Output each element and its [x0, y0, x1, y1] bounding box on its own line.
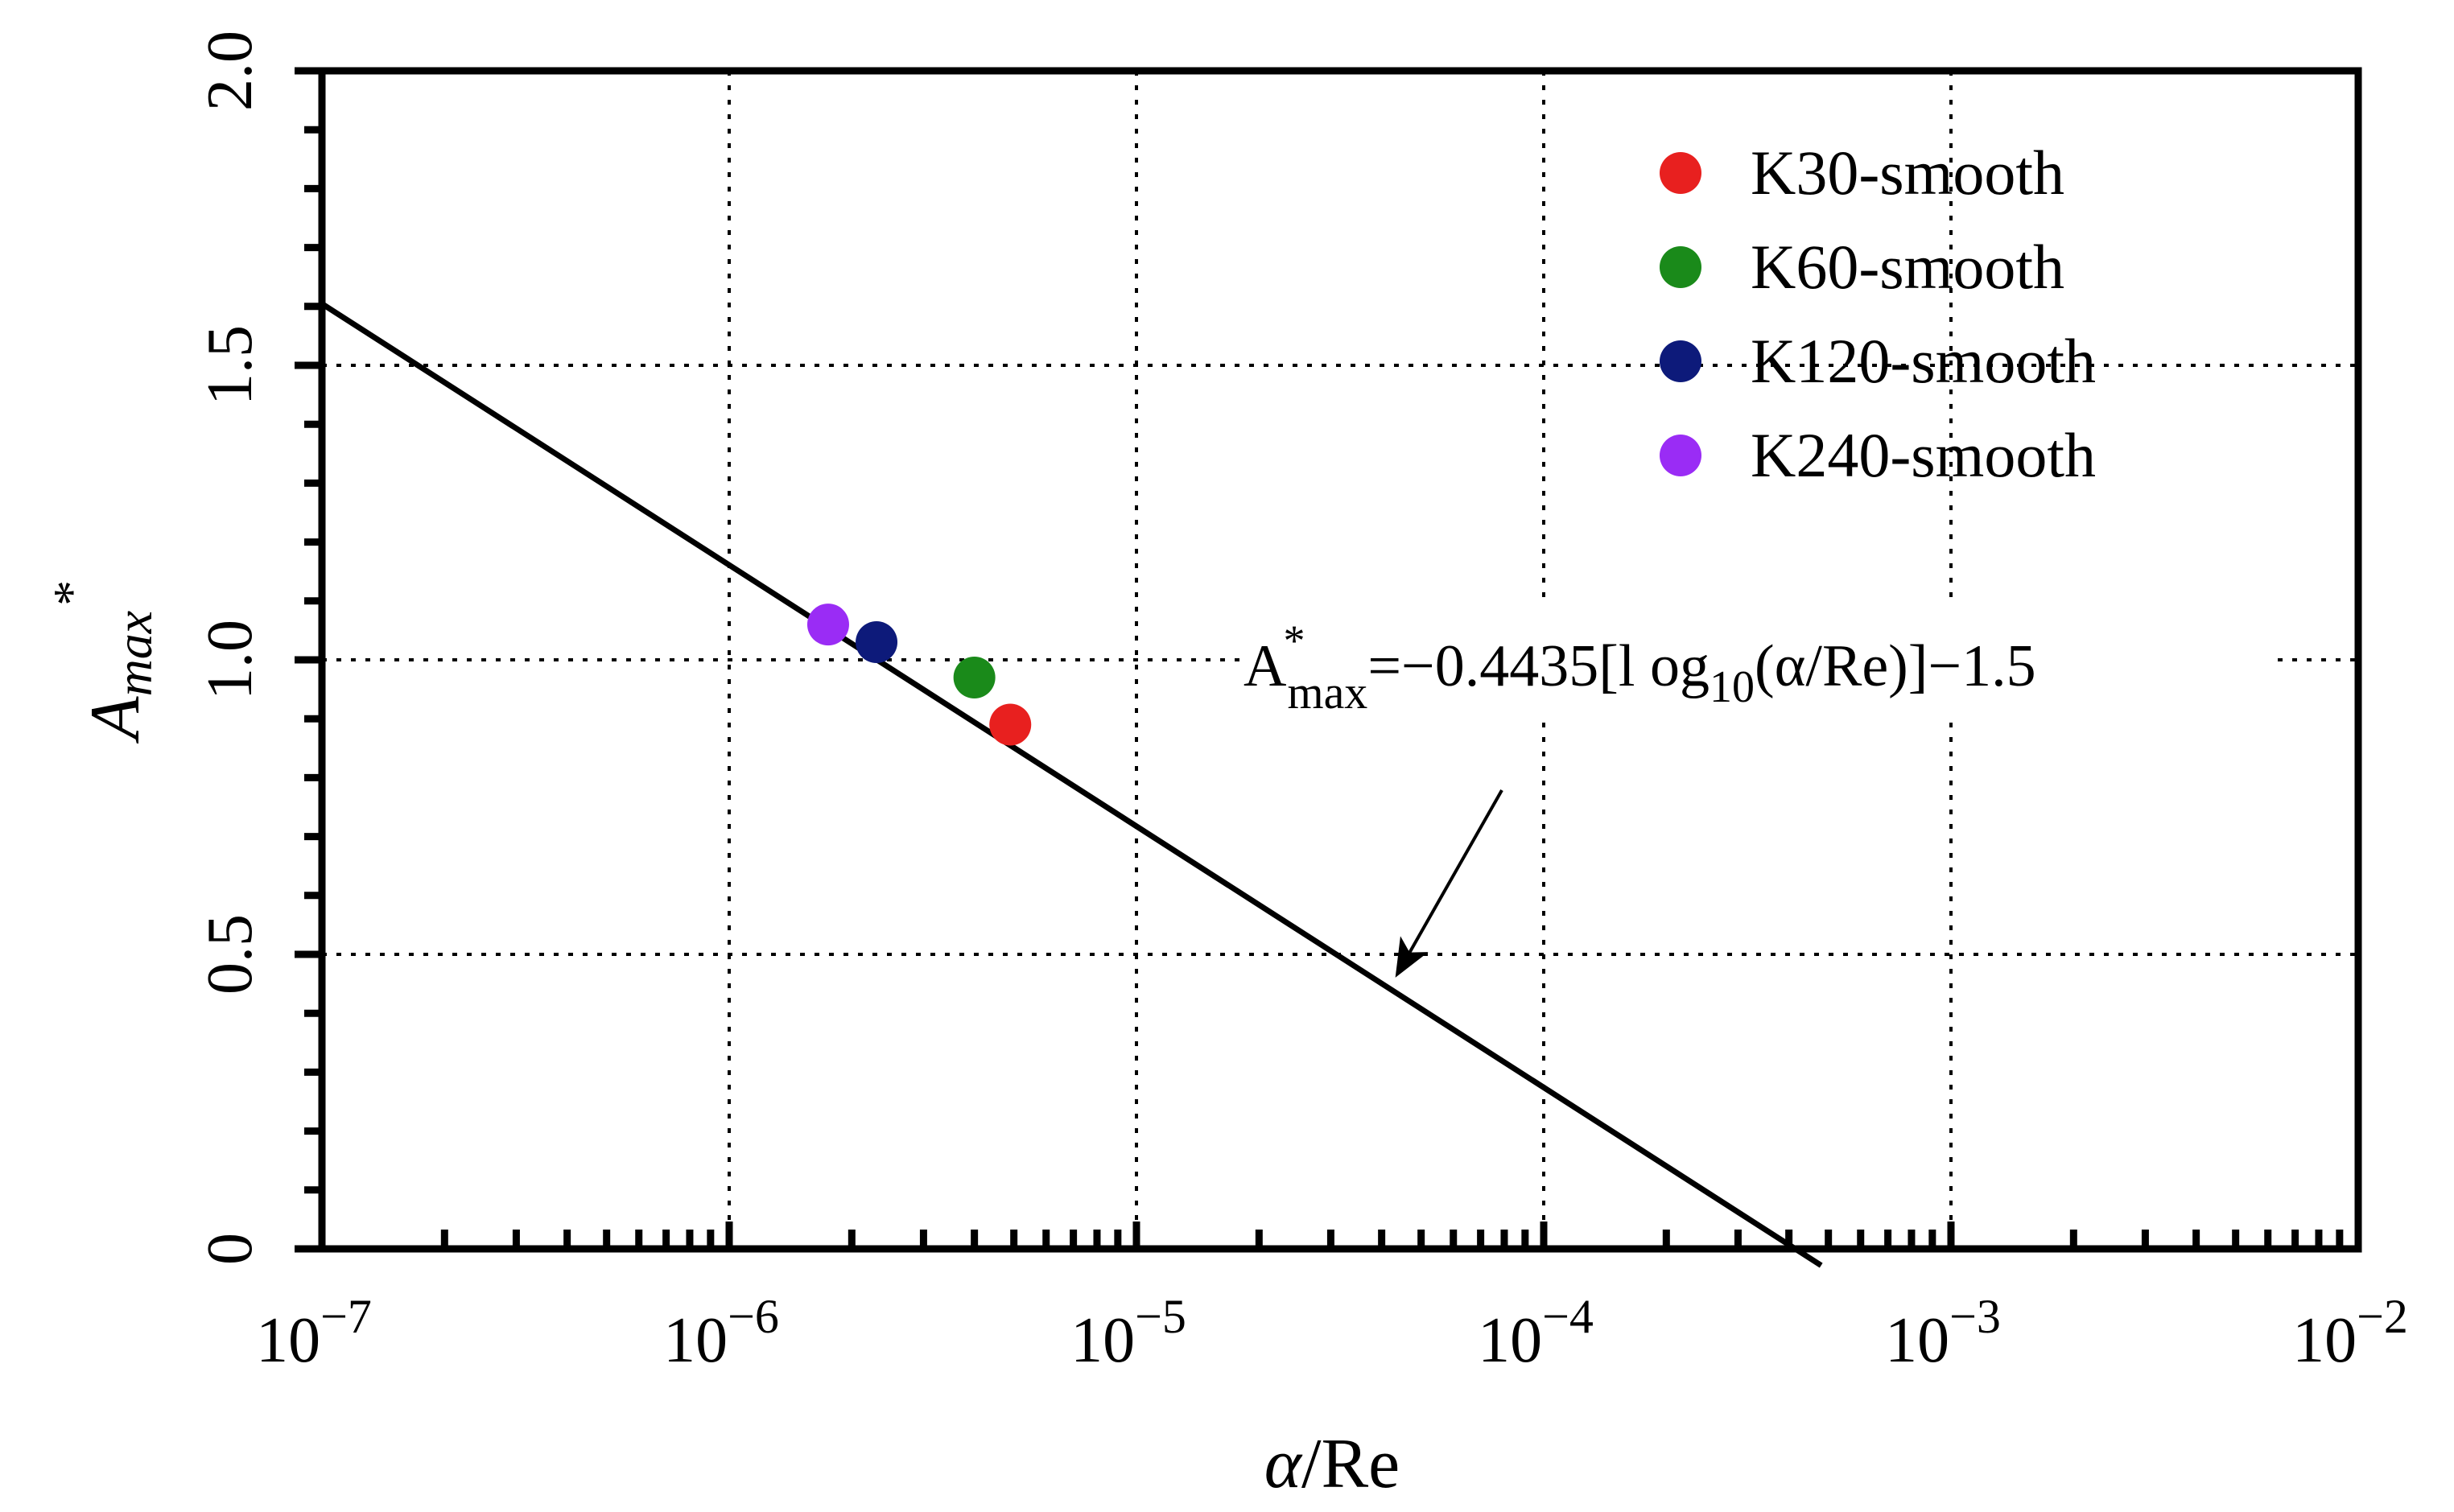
fit-line-group — [320, 301, 1823, 1268]
x-tick-base: 10 — [256, 1305, 320, 1376]
x-tick-exponent: −6 — [728, 1290, 779, 1343]
x-axis-title-rest: /Re — [1301, 1425, 1400, 1503]
y-axis-title: Amax* — [43, 580, 163, 744]
y-tick-label: 1.0 — [195, 620, 266, 700]
fit-eq-text1: =−0.4435[l og — [1367, 633, 1710, 699]
x-tick-label: 10−4 — [1478, 1290, 1594, 1376]
x-tick-label: 10−5 — [1070, 1290, 1186, 1376]
fit-eq-base: A — [1243, 633, 1286, 699]
x-tick-exponent: −7 — [320, 1290, 372, 1343]
x-tick-label: 10−2 — [2292, 1290, 2408, 1376]
point-k60-smooth — [953, 656, 996, 698]
fit-equation-annotation: A* max=−0.4435[l og10(α/Re)]−1.5 — [1239, 599, 2270, 978]
annotation-background — [1239, 599, 2270, 720]
legend: K30-smooth K60-smooth K120-smooth K240-smoo… — [1660, 138, 2096, 490]
x-axis-title-alpha: α — [1264, 1425, 1303, 1503]
fit-line — [320, 301, 1823, 1268]
fit-eq-sup: * — [1283, 616, 1305, 665]
y-tick-label: 0 — [195, 1233, 266, 1265]
legend-marker-k240-smooth — [1660, 435, 1701, 476]
x-tick-labels: 10−7 10−6 10−5 10−4 10−3 10−2 — [256, 1290, 2408, 1376]
point-k240-smooth — [806, 604, 849, 646]
point-k120-smooth — [856, 621, 898, 664]
fit-eq-text2: (α/Re)]−1.5 — [1755, 633, 2036, 699]
x-tick-exponent: −4 — [1542, 1290, 1594, 1343]
y-axis-title-sub: max — [105, 611, 163, 697]
x-tick-label: 10−7 — [256, 1290, 372, 1376]
point-k30-smooth — [989, 703, 1032, 746]
x-tick-base: 10 — [2292, 1305, 2357, 1376]
legend-label-k60-smooth: K60-smooth — [1751, 232, 2064, 302]
y-tick-label: 1.5 — [195, 325, 266, 406]
legend-label-k30-smooth: K30-smooth — [1751, 138, 2064, 208]
x-tick-exponent: −3 — [1949, 1290, 2001, 1343]
x-tick-exponent: −5 — [1135, 1290, 1186, 1343]
x-tick-base: 10 — [1478, 1305, 1542, 1376]
legend-marker-k60-smooth — [1660, 246, 1701, 288]
annotation-arrow — [1395, 789, 1503, 978]
x-tick-base: 10 — [1070, 1305, 1135, 1376]
x-tick-exponent: −2 — [2357, 1290, 2408, 1343]
data-points — [806, 604, 1032, 746]
legend-marker-k120-smooth — [1660, 340, 1701, 382]
y-tick-labels: 0 0.5 1.0 1.5 2.0 — [195, 31, 266, 1265]
y-axis-title-base: A — [76, 695, 155, 744]
legend-marker-k30-smooth — [1660, 152, 1701, 194]
y-tick-label: 0.5 — [195, 914, 266, 995]
legend-label-k240-smooth: K240-smooth — [1751, 420, 2096, 490]
fit-eq-sub: max — [1287, 666, 1367, 719]
y-axis-title-sup: * — [43, 580, 100, 606]
x-tick-label: 10−6 — [663, 1290, 779, 1376]
x-tick-label: 10−3 — [1885, 1290, 2001, 1376]
legend-label-k120-smooth: K120-smooth — [1751, 326, 2096, 396]
x-axis-title: α/Re — [1264, 1425, 1400, 1503]
fit-equation: A* max=−0.4435[l og10(α/Re)]−1.5 — [1243, 616, 2036, 719]
x-tick-base: 10 — [1885, 1305, 1949, 1376]
plot-frame — [318, 67, 2362, 1253]
x-tick-base: 10 — [663, 1305, 728, 1376]
fit-eq-sub10: 10 — [1710, 662, 1755, 712]
y-tick-label: 2.0 — [195, 31, 266, 111]
